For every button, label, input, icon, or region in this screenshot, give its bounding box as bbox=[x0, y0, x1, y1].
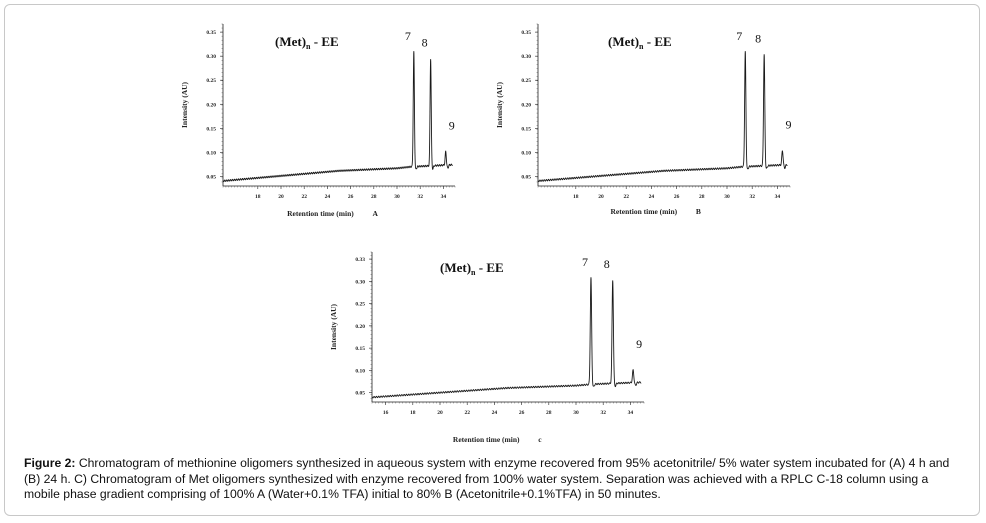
y-tick-label: 0.30 bbox=[521, 54, 531, 60]
x-tick-label: 26 bbox=[674, 194, 680, 200]
chromatogram-c: 0.05 0.10 0.15 0.20 0.25 0.30 0.33 16 18 20 22 24 26… bbox=[329, 251, 645, 444]
panel-label: c bbox=[538, 435, 542, 444]
x-tick-label: 18 bbox=[410, 410, 416, 416]
x-tick-label: 24 bbox=[325, 194, 331, 200]
chart-title-main: (Met) bbox=[275, 34, 306, 49]
x-tick-label: 32 bbox=[749, 194, 755, 200]
x-axis-label: Retention time (min) bbox=[611, 207, 678, 216]
chromatogram-a: 0.05 0.10 0.15 0.20 0.25 0.30 0.35 18 20 22 24 26 28… bbox=[180, 23, 456, 218]
y-tick-label: 0.10 bbox=[355, 368, 365, 374]
peak-label-7: 7 bbox=[736, 29, 742, 43]
figure-caption: Figure 2: Chromatogram of methionine oli… bbox=[24, 456, 964, 503]
x-tick-label: 26 bbox=[519, 410, 525, 416]
peak-label-8: 8 bbox=[604, 257, 610, 271]
caption-text: Chromatogram of methionine oligomers syn… bbox=[24, 456, 950, 501]
chart-title-tail: - EE bbox=[310, 34, 338, 49]
y-tick-label: 0.25 bbox=[521, 78, 531, 84]
y-tick-label: 0.33 bbox=[355, 257, 365, 263]
peak-label-9: 9 bbox=[785, 118, 791, 132]
y-tick-label: 0.30 bbox=[206, 54, 216, 60]
x-tick-label: 18 bbox=[573, 194, 579, 200]
chart-title-main: (Met) bbox=[440, 260, 471, 275]
panel-label: A bbox=[372, 209, 378, 218]
x-tick-label: 22 bbox=[301, 194, 307, 200]
panel-label: B bbox=[696, 207, 701, 216]
y-axis-label: Intensity (AU) bbox=[329, 303, 338, 350]
x-tick-label: 16 bbox=[383, 410, 389, 416]
x-tick-label: 24 bbox=[492, 410, 498, 416]
y-tick-label: 0.15 bbox=[206, 126, 216, 132]
peak-label-9: 9 bbox=[636, 337, 642, 351]
x-tick-label: 28 bbox=[546, 410, 552, 416]
peak-label-8: 8 bbox=[422, 35, 428, 49]
x-tick-label: 34 bbox=[775, 194, 781, 200]
x-tick-label: 28 bbox=[699, 194, 705, 200]
x-tick-label: 22 bbox=[464, 410, 470, 416]
x-tick-label: 20 bbox=[437, 410, 443, 416]
peak-label-7: 7 bbox=[582, 255, 588, 269]
caption-label: Figure 2: bbox=[24, 456, 76, 470]
chromatogram-b: 0.05 0.10 0.15 0.20 0.25 0.30 0.35 18 20 22 24 26 28… bbox=[495, 23, 791, 216]
y-tick-label: 0.05 bbox=[521, 174, 531, 180]
x-tick-label: 34 bbox=[628, 410, 634, 416]
peak-label-7: 7 bbox=[405, 29, 411, 43]
y-tick-label: 0.15 bbox=[355, 346, 365, 352]
x-axis-label: Retention time (min) bbox=[287, 209, 354, 218]
x-tick-label: 22 bbox=[623, 194, 629, 200]
y-tick-label: 0.10 bbox=[206, 150, 216, 156]
chart-title-subscript: n bbox=[639, 42, 644, 51]
x-tick-label: 30 bbox=[394, 194, 400, 200]
y-tick-label: 0.30 bbox=[355, 279, 365, 285]
x-tick-label: 28 bbox=[371, 194, 377, 200]
y-tick-label: 0.20 bbox=[206, 102, 216, 108]
x-tick-label: 32 bbox=[600, 410, 606, 416]
y-tick-label: 0.10 bbox=[521, 150, 531, 156]
chart-title-main: (Met) bbox=[608, 34, 639, 49]
x-tick-label: 24 bbox=[649, 194, 655, 200]
x-tick-label: 20 bbox=[598, 194, 604, 200]
x-axis-label: Retention time (min) bbox=[453, 435, 520, 444]
chromatogram-trace bbox=[537, 51, 788, 183]
chart-panel-c: 0.05 0.10 0.15 0.20 0.25 0.30 0.33 16 18 20 22 24 26… bbox=[312, 242, 662, 447]
chart-title-tail: - EE bbox=[475, 260, 503, 275]
y-tick-label: 0.20 bbox=[355, 324, 365, 330]
y-tick-label: 0.15 bbox=[521, 126, 531, 132]
chart-title-subscript: n bbox=[471, 268, 476, 277]
y-tick-label: 0.05 bbox=[355, 391, 365, 397]
chromatogram-trace bbox=[222, 51, 453, 183]
chart-title: (Met)n - EE bbox=[608, 34, 672, 51]
x-tick-label: 32 bbox=[417, 194, 423, 200]
y-tick-label: 0.20 bbox=[521, 102, 531, 108]
x-tick-label: 30 bbox=[573, 410, 579, 416]
y-axis-label: Intensity (AU) bbox=[180, 81, 189, 128]
chart-panel-b: 0.05 0.10 0.15 0.20 0.25 0.30 0.35 18 20 22 24 26 28… bbox=[490, 14, 800, 224]
y-tick-label: 0.25 bbox=[206, 78, 216, 84]
peak-label-9: 9 bbox=[449, 119, 455, 133]
chart-panel-a: 0.05 0.10 0.15 0.20 0.25 0.30 0.35 18 20 22 24 26 28… bbox=[175, 14, 465, 224]
chart-title: (Met)n - EE bbox=[440, 260, 504, 277]
chart-title-tail: - EE bbox=[643, 34, 671, 49]
y-tick-label: 0.35 bbox=[521, 30, 531, 36]
x-tick-label: 26 bbox=[348, 194, 354, 200]
x-tick-label: 18 bbox=[255, 194, 261, 200]
chart-title: (Met)n - EE bbox=[275, 34, 339, 51]
x-tick-label: 20 bbox=[278, 194, 284, 200]
y-axis-label: Intensity (AU) bbox=[495, 81, 504, 128]
chart-title-subscript: n bbox=[306, 42, 311, 51]
y-tick-label: 0.25 bbox=[355, 302, 365, 308]
y-tick-label: 0.05 bbox=[206, 174, 216, 180]
peak-label-8: 8 bbox=[755, 31, 761, 45]
y-tick-label: 0.35 bbox=[206, 30, 216, 36]
figure-frame bbox=[4, 4, 980, 516]
chromatogram-trace bbox=[371, 277, 642, 399]
x-tick-label: 30 bbox=[724, 194, 730, 200]
x-tick-label: 34 bbox=[441, 194, 447, 200]
